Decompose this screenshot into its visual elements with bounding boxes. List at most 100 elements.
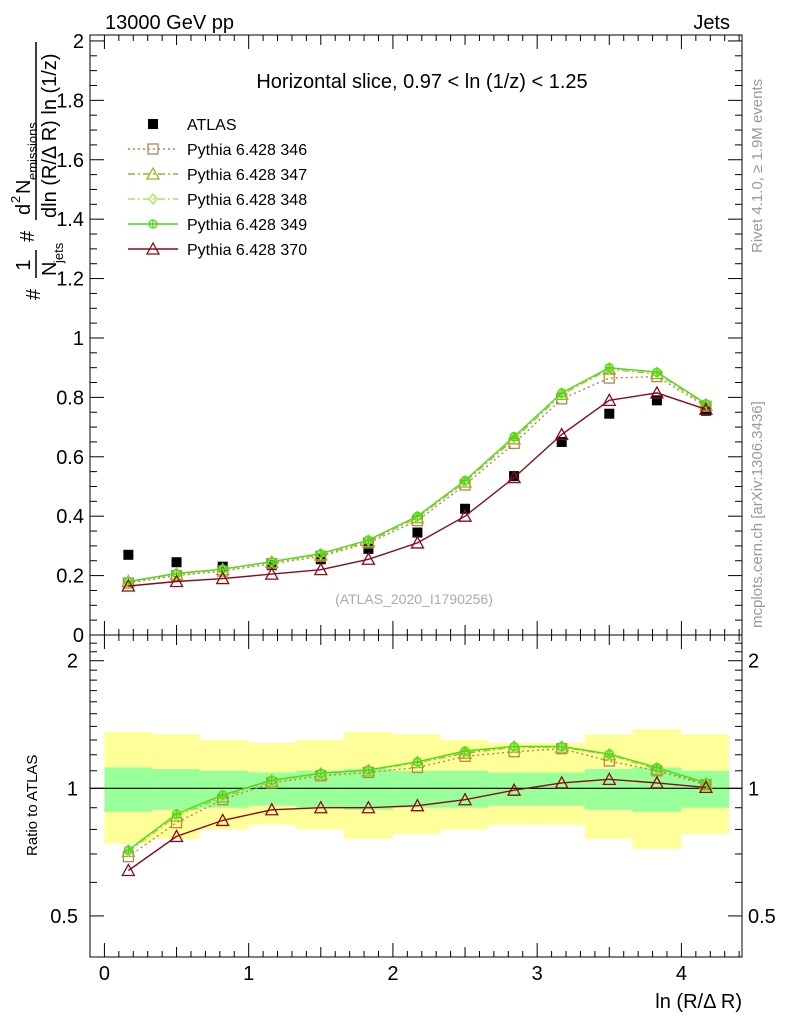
- main-ytick-label-6: 1.2: [56, 269, 84, 291]
- ratio-line-p370: [127, 778, 706, 872]
- header-right: Jets: [693, 12, 730, 34]
- ylabel-frac2-den: dln (R/Δ R) ln (1/z): [39, 53, 61, 218]
- legend-marker-p346: [147, 143, 159, 155]
- ratio-point-p370-2: [215, 813, 230, 827]
- main-ytick-label-10: 2: [73, 31, 84, 53]
- ratio-xtick-label-3: 3: [532, 963, 543, 985]
- ratio-point-p370-8: [506, 782, 522, 796]
- main-ytick-label-7: 1.4: [56, 209, 84, 231]
- main-point-p348-7: [460, 475, 470, 488]
- legend-label-p348: Pythia 6.428 348: [187, 192, 307, 209]
- main-point-atlas-1: [171, 557, 182, 568]
- main-point-p370-2: [215, 571, 230, 585]
- main-ytick-label-4: 0.8: [56, 387, 84, 409]
- main-point-p370-6: [410, 535, 425, 549]
- ratio-point-p370-11: [649, 775, 664, 789]
- main-point-p348-8: [509, 431, 519, 444]
- main-point-atlas-10: [604, 408, 615, 419]
- main-point-p348-1: [171, 568, 182, 581]
- ratio-point-p370-4: [313, 800, 328, 814]
- ratio-ytick-label-right-0: 0.5: [748, 906, 776, 928]
- chart-title: Horizontal slice, 0.97 < ln (1/z) < 1.25: [256, 71, 587, 93]
- ratio-point-p370-5: [361, 800, 376, 814]
- ratio-xtick-label-4: 4: [676, 963, 687, 985]
- main-point-p370-11: [649, 385, 664, 399]
- main-ytick-label-3: 0.6: [56, 447, 84, 469]
- ylabel-hash-1: #: [23, 288, 45, 300]
- stat-band-0: [104, 767, 153, 812]
- main-point-atlas-9: [556, 436, 567, 447]
- legend-label-p346: Pythia 6.428 346: [187, 142, 307, 159]
- main-point-p370-0: [121, 578, 136, 592]
- main-line-p370: [128, 392, 707, 587]
- ratio-xtick-label-0: 0: [99, 963, 110, 985]
- main-ytick-label-1: 0.2: [56, 566, 84, 588]
- ratio-point-p348-9: [556, 741, 567, 754]
- ylabel-frac2-num-n: N: [13, 180, 35, 194]
- ratio-xtick-label-2: 2: [387, 963, 398, 985]
- ylabel-frac1-den-sub: jets: [51, 242, 66, 264]
- main-point-p348-10: [604, 362, 615, 375]
- main-point-atlas-7: [460, 503, 471, 514]
- main-point-p370-9: [554, 427, 569, 441]
- ratio-point-p370-6: [410, 798, 425, 812]
- ylabel-frac1-den: N: [39, 262, 61, 276]
- main-point-p370-8: [506, 470, 522, 484]
- main-point-atlas-11: [651, 395, 662, 406]
- ratio-point-p370-3: [264, 802, 279, 816]
- main-point-atlas-5: [363, 543, 374, 554]
- main-point-p370-5: [361, 551, 376, 565]
- main-point-p370-4: [313, 562, 328, 576]
- ratio-ytick-label-right-2: 2: [748, 651, 759, 673]
- rivet-label: Rivet 4.1.0, ≥ 1.9M events: [749, 79, 766, 253]
- main-point-p348-0: [123, 575, 134, 588]
- legend-label-atlas: ATLAS: [187, 117, 237, 134]
- ratio-point-p370-12: [698, 780, 714, 794]
- main-ytick-label-9: 1.8: [56, 90, 84, 112]
- main-line-p347: [128, 368, 707, 583]
- mcplots-label: mcplots.cern.ch [arXiv:1306.3436]: [749, 401, 766, 628]
- ratio-point-p370-10: [602, 771, 617, 785]
- ratio-point-p370-1: [169, 829, 184, 843]
- x-axis-label: ln (R/Δ R): [655, 991, 742, 1013]
- ylabel-frac2-num-d: d: [13, 204, 35, 215]
- main-line-p348: [128, 367, 707, 583]
- main-line-p349: [128, 366, 707, 583]
- legend-marker-p370: [145, 241, 161, 255]
- ratio-ylabel: Ratio to ATLAS: [24, 755, 41, 856]
- ratio-ytick-label-right-1: 1: [748, 778, 759, 800]
- main-point-p370-1: [169, 574, 184, 588]
- ratio-xtick-label-1: 1: [243, 963, 254, 985]
- main-point-p348-6: [412, 510, 423, 523]
- main-point-p370-3: [264, 566, 279, 580]
- analysis-watermark: (ATLAS_2020_I1790256): [335, 591, 493, 607]
- ratio-point-p370-7: [457, 792, 473, 806]
- main-point-atlas-0: [123, 549, 134, 560]
- ylabel-hash-2: #: [17, 230, 39, 242]
- main-point-atlas-6: [412, 527, 423, 538]
- ylabel-frac1-num: 1: [13, 259, 35, 270]
- main-ytick-label-5: 1: [73, 328, 84, 350]
- legend-marker-p348: [148, 192, 158, 206]
- main-point-p370-7: [457, 508, 473, 522]
- main-ytick-label-8: 1.6: [56, 150, 84, 172]
- legend-marker-atlas: [148, 119, 158, 129]
- ratio-point-p348-8: [509, 741, 519, 754]
- ylabel-frac2-num-sub: emissions: [25, 122, 40, 180]
- main-ytick-label-0: 0: [73, 625, 84, 647]
- main-point-p370-12: [698, 401, 714, 415]
- ratio-point-p370-0: [121, 863, 136, 877]
- ratio-ytick-label-2: 2: [67, 651, 78, 673]
- ratio-point-p370-9: [554, 775, 569, 789]
- main-line-p346: [128, 375, 707, 584]
- main-point-p370-10: [602, 392, 617, 406]
- ratio-ytick-label-0: 0.5: [50, 906, 78, 928]
- main-plot: 0 0.2 0.4 0.6 0.8 1 1.2 1.4 1.6 1.8 2: [56, 31, 743, 647]
- ratio-point-p348-12: [701, 776, 711, 789]
- ratio-plot: 0.5 0.5 1 1 2 2 0 1 2 3 4: [50, 634, 776, 985]
- ratio-ytick-label-1: 1: [67, 778, 78, 800]
- legend-label-p370: Pythia 6.428 370: [187, 242, 307, 259]
- legend-label-p347: Pythia 6.428 347: [187, 167, 307, 184]
- main-ylabel: # 1 N jets # d 2 N emissions dln (R/Δ R)…: [8, 42, 66, 300]
- main-ytick-label-2: 0.4: [56, 506, 84, 528]
